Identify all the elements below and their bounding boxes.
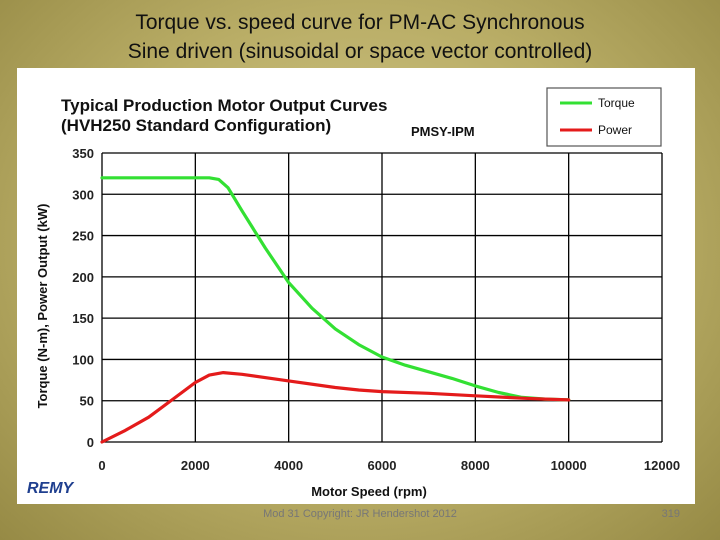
- x-tick-label: 8000: [461, 458, 490, 473]
- chart-annotation: PMSY-IPM: [411, 124, 475, 139]
- y-tick-label: 200: [72, 270, 94, 285]
- y-tick-label: 250: [72, 229, 94, 244]
- x-tick-label: 6000: [368, 458, 397, 473]
- slide-title-line-2: Sine driven (sinusoidal or space vector …: [127, 40, 593, 63]
- y-tick-label: 50: [80, 394, 94, 409]
- series-layer: [100, 176, 571, 444]
- chart-panel: Typical Production Motor Output Curves (…: [17, 68, 695, 504]
- x-tick-label: 12000: [644, 458, 680, 473]
- y-tick-label: 350: [72, 146, 94, 161]
- x-tick-label: 2000: [181, 458, 210, 473]
- page-number: 319: [661, 508, 680, 520]
- y-axis-label: Torque (N-m), Power Output (kW): [35, 204, 50, 409]
- chart-title-line-1: Typical Production Motor Output Curves: [61, 96, 387, 115]
- y-tick-label: 0: [87, 435, 94, 450]
- tick-label-layer: 0 50 100 150 200 250 300 350 0 2000 4000 6000 8000 10…: [72, 146, 680, 473]
- legend-power-label: Power: [598, 123, 632, 137]
- legend: Torque Power: [546, 87, 662, 147]
- slide-title-line-1: Torque vs. speed curve for PM-AC Synchro…: [135, 11, 585, 34]
- x-tick-label: 10000: [551, 458, 587, 473]
- x-tick-label: 4000: [274, 458, 303, 473]
- power-series-line: [100, 371, 571, 444]
- x-axis-label: Motor Speed (rpm): [311, 484, 427, 499]
- grid-layer: [101, 152, 663, 443]
- legend-box: [546, 87, 662, 147]
- y-tick-label: 150: [72, 311, 94, 326]
- x-tick-label: 0: [98, 458, 105, 473]
- chart-title-line-2: (HVH250 Standard Configuration): [61, 116, 331, 135]
- remy-logo-text: REMY: [27, 480, 74, 497]
- slide-title: Torque vs. speed curve for PM-AC Synchro…: [0, 8, 720, 66]
- torque-series-line: [100, 176, 571, 402]
- motor-output-chart: Typical Production Motor Output Curves (…: [35, 87, 680, 499]
- footer-copyright: Mod 31 Copyright: JR Hendershot 2012: [263, 508, 457, 520]
- y-tick-label: 300: [72, 187, 94, 202]
- y-tick-label: 100: [72, 352, 94, 367]
- legend-torque-label: Torque: [598, 96, 635, 110]
